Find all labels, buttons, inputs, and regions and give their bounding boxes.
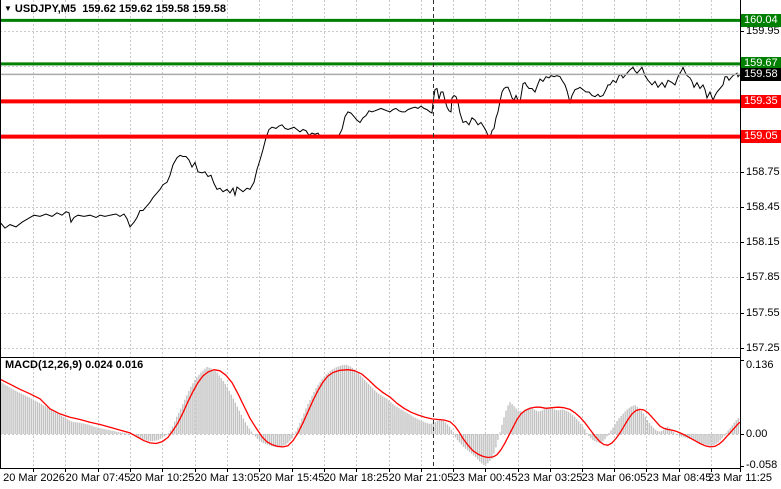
time-axis-label: 23 Mar 00:45 (452, 472, 518, 484)
price-axis-label: 157.25 (746, 342, 780, 354)
price-level-badge: 159.67 (741, 57, 781, 70)
symbol-dropdown-icon: ▼ (4, 4, 12, 13)
price-axis-label: 157.85 (746, 271, 780, 283)
time-axis-tick (195, 469, 196, 472)
time-axis-tick (227, 469, 228, 472)
time-axis-tick (356, 469, 357, 472)
time-axis-label: 23 Mar 03:25 (517, 472, 583, 484)
price-axis-tick (740, 172, 744, 173)
price-axis-label: 158.75 (746, 166, 780, 178)
time-axis-tick (292, 469, 293, 472)
macd-axis-label: 0.00 (746, 428, 768, 440)
time-axis-label: 20 Mar 2026 (3, 472, 65, 484)
time-axis-tick (453, 469, 454, 472)
symbol-period: USDJPY,M5 (14, 3, 77, 15)
time-axis-tick (389, 469, 390, 472)
time-axis-label: 23 Mar 08:45 (646, 472, 712, 484)
time-axis-tick (518, 469, 519, 472)
macd-signal-line (0, 369, 741, 459)
price-line (0, 66, 741, 229)
macd-axis-label: 0.136 (746, 359, 774, 371)
time-axis-tick (582, 469, 583, 472)
time-axis-tick (130, 469, 131, 472)
time-axis-tick (162, 469, 163, 472)
price-level-badge: 160.04 (741, 14, 781, 27)
macd-axis-label: -0.058 (746, 459, 778, 471)
time-axis-label: 20 Mar 21:05 (388, 472, 454, 484)
macd-histogram (0, 364, 739, 466)
time-axis-label: 23 Mar 11:25 (707, 472, 772, 484)
price-level-badge: 159.35 (741, 95, 781, 108)
time-axis-label: 20 Mar 15:45 (259, 472, 325, 484)
price-axis-label: 157.55 (746, 307, 780, 319)
time-axis-tick (421, 469, 422, 472)
price-axis-tick (740, 242, 744, 243)
price-axis-tick (740, 313, 744, 314)
time-axis-label: 20 Mar 07:45 (65, 472, 131, 484)
time-axis-label: 20 Mar 10:25 (129, 472, 195, 484)
ohlc-quote: 159.62 159.62 159.58 159.58 (82, 3, 226, 15)
time-axis-tick (679, 469, 680, 472)
price-axis-tick (740, 31, 744, 32)
symbol-quote-line: ▼ USDJPY,M5 159.62 159.62 159.58 159.58 (4, 3, 226, 15)
time-axis-tick (711, 469, 712, 472)
price-axis-label: 158.45 (746, 201, 780, 213)
time-axis-label: 20 Mar 18:25 (323, 472, 389, 484)
price-level-badge: 159.05 (741, 130, 781, 143)
macd-indicator-label: MACD(12,26,9) 0.024 0.016 (5, 359, 144, 371)
time-axis-tick (33, 469, 34, 472)
price-axis-label: 158.15 (746, 236, 780, 248)
time-axis-label: 23 Mar 06:05 (581, 472, 647, 484)
time-axis-tick (646, 469, 647, 472)
time-axis-tick (740, 469, 741, 472)
macd-axis-tick (740, 434, 744, 435)
price-axis[interactable]: 159.95 158.75 158.45 158.15 157.85 157.55 157.… (740, 0, 781, 471)
time-axis-tick (98, 469, 99, 472)
price-level-badge: 159.58 (741, 68, 781, 81)
price-axis-tick (740, 207, 744, 208)
time-axis-tick (614, 469, 615, 472)
time-axis[interactable]: 20 Mar 2026 20 Mar 07:45 20 Mar 10:25 20 Ma… (0, 469, 781, 489)
time-axis-tick (324, 469, 325, 472)
time-axis-label: 20 Mar 13:05 (194, 472, 260, 484)
time-axis-tick (65, 469, 66, 472)
price-axis-tick (740, 348, 744, 349)
time-axis-tick (485, 469, 486, 472)
macd-axis-tick (740, 360, 744, 361)
price-axis-label: 159.95 (746, 25, 780, 37)
macd-axis-tick (740, 466, 744, 467)
time-axis-tick (259, 469, 260, 472)
price-axis-tick (740, 277, 744, 278)
time-axis-tick (550, 469, 551, 472)
